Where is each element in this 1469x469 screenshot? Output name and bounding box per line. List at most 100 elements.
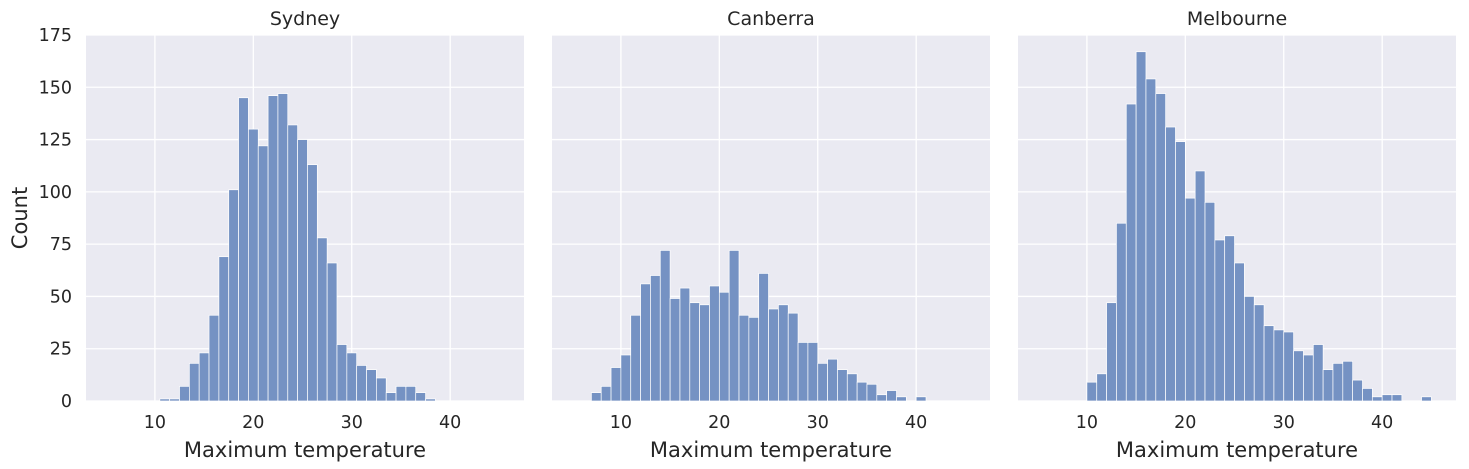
histogram-bar — [366, 369, 377, 402]
x-tick-label: 30 — [341, 413, 363, 433]
histogram-bar — [797, 342, 809, 402]
histogram-bar — [1096, 373, 1107, 402]
histogram-bar — [267, 95, 279, 402]
histogram-bar — [297, 139, 308, 402]
histogram-bar — [287, 124, 298, 402]
histogram-bar — [346, 352, 358, 402]
histogram-bar — [1106, 302, 1117, 402]
histogram-bar — [1303, 354, 1314, 402]
histogram-bar — [405, 386, 417, 402]
histogram-bar — [1322, 369, 1334, 402]
histogram-bar — [1244, 296, 1255, 402]
panel-title: Sydney — [270, 8, 340, 30]
x-axis-label: Maximum temperature — [650, 438, 892, 462]
histogram-bar — [591, 392, 602, 402]
histogram-bar — [385, 392, 397, 402]
histogram-bar — [1263, 325, 1275, 402]
histogram-bar — [228, 189, 239, 402]
histogram-bar — [1214, 239, 1226, 402]
histogram-bar — [179, 386, 190, 402]
histogram-bar — [218, 256, 230, 402]
histogram-bar — [198, 352, 210, 402]
histogram-bar — [1371, 396, 1383, 402]
histogram-bar — [1125, 103, 1137, 402]
x-tick-label: 20 — [1174, 413, 1196, 433]
x-tick-label: 40 — [905, 413, 927, 433]
histogram-bar — [689, 302, 700, 402]
histogram-bar — [886, 390, 897, 402]
x-axis-label: Maximum temperature — [1116, 438, 1358, 462]
histogram-bar — [336, 344, 348, 402]
y-axis-label: Count — [8, 187, 32, 249]
histogram-bar — [1175, 141, 1186, 402]
x-tick-label: 10 — [144, 413, 166, 433]
histogram-bar — [1204, 201, 1216, 402]
histogram-bar — [1165, 126, 1176, 402]
histogram-bar — [787, 312, 799, 402]
x-tick-label: 20 — [242, 413, 264, 433]
histogram-bar — [326, 262, 338, 402]
x-tick-label: 10 — [1076, 413, 1098, 433]
histogram-bar — [1342, 360, 1354, 402]
panel-title: Melbourne — [1187, 8, 1287, 30]
y-tick-label: 150 — [39, 78, 72, 98]
histogram-bar — [718, 291, 730, 402]
histogram-bar — [876, 394, 888, 402]
histogram-bar — [376, 377, 387, 402]
histogram-bar — [248, 128, 259, 402]
histogram-bar — [169, 398, 180, 402]
histogram-bar — [630, 314, 641, 402]
histogram-bar — [188, 363, 200, 402]
histogram-bar — [1145, 78, 1157, 402]
histogram-bar — [1253, 304, 1265, 402]
histogram-bar — [415, 392, 426, 402]
histogram-bar — [277, 93, 289, 402]
x-tick-label: 40 — [1371, 413, 1393, 433]
histogram-bar — [1421, 396, 1432, 402]
histogram-bar — [709, 285, 720, 402]
histogram-bar — [1381, 394, 1393, 402]
x-tick-label: 30 — [1273, 413, 1295, 433]
histogram-bar — [610, 367, 622, 402]
histogram-bar — [659, 250, 671, 402]
histogram-bar — [1155, 93, 1166, 402]
y-tick-label: 25 — [50, 340, 72, 360]
x-axis-label: Maximum temperature — [184, 438, 426, 462]
panel-title: Canberra — [727, 8, 815, 30]
histogram-bar — [307, 164, 318, 402]
x-tick-label: 20 — [708, 413, 730, 433]
histogram-bar — [650, 275, 661, 402]
histogram-bar — [1362, 388, 1373, 402]
histogram-bar — [915, 396, 927, 402]
histogram-bar — [758, 273, 769, 402]
y-tick-label: 125 — [39, 131, 72, 151]
histogram-bar — [1293, 350, 1304, 402]
histogram-bar — [1273, 329, 1285, 402]
histogram-bar — [1332, 363, 1344, 402]
x-tick-label: 30 — [807, 413, 829, 433]
histogram-bar — [669, 298, 681, 402]
histogram-bar — [1184, 197, 1196, 402]
histogram-bar — [1086, 381, 1098, 402]
histogram-bar — [356, 365, 367, 402]
histogram-bar — [846, 373, 858, 402]
y-tick-label: 0 — [61, 392, 72, 412]
histogram-bar — [1116, 222, 1127, 402]
histogram-bar — [1312, 344, 1324, 402]
histogram-bar — [1194, 170, 1206, 402]
histogram-bar — [238, 97, 249, 402]
y-tick-label: 50 — [50, 287, 72, 307]
y-tick-label: 75 — [50, 235, 72, 255]
histogram-bar — [738, 314, 750, 402]
histogram-bar — [827, 358, 838, 402]
histogram-bar — [425, 398, 436, 402]
histogram-bar — [679, 287, 691, 402]
histogram-bar — [866, 383, 878, 402]
histogram-bar — [640, 283, 651, 402]
y-tick-label: 175 — [39, 26, 72, 46]
histogram-bar — [768, 308, 779, 402]
histogram-bar — [1135, 51, 1147, 402]
histogram-bar — [856, 381, 868, 402]
histogram-bar — [1224, 235, 1235, 402]
